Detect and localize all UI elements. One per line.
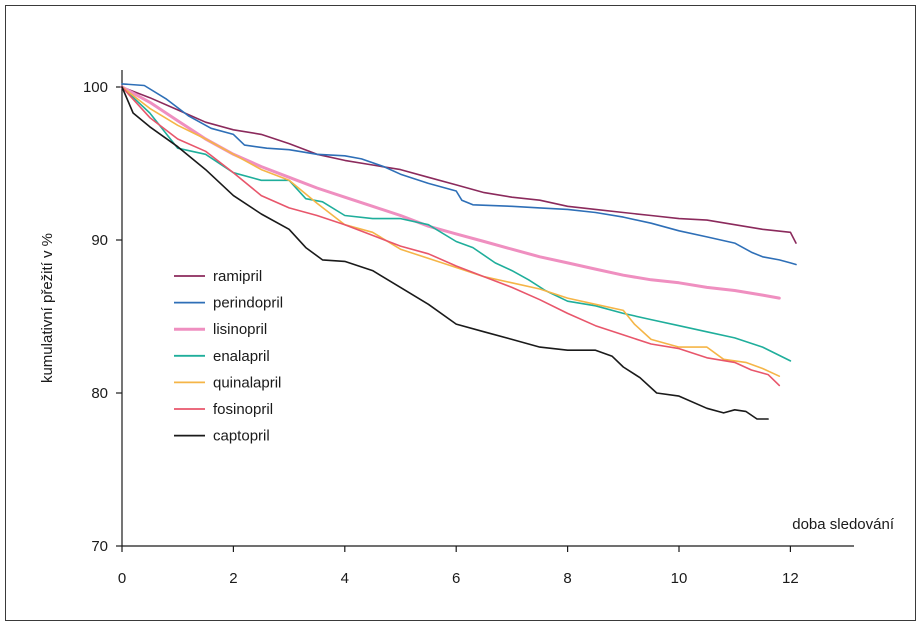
series-line-ramipril xyxy=(121,86,797,244)
legend: ramipril perindopril lisinopril enalapril qu… xyxy=(174,268,283,445)
x-tick-label: 10 xyxy=(671,570,688,587)
legend-label-perindopril: perindopril xyxy=(213,295,283,312)
legend-label-lisinopril: lisinopril xyxy=(213,321,267,338)
x-tick-label: 12 xyxy=(782,570,799,587)
legend-label-enalapril: enalapril xyxy=(213,348,270,365)
x-tick-label: 6 xyxy=(452,570,460,587)
legend-label-captopril: captopril xyxy=(213,428,270,445)
y-tick-label: 70 xyxy=(91,538,108,555)
legend-label-quinalapril: quinalapril xyxy=(213,374,281,391)
x-tick-label: 0 xyxy=(118,570,126,587)
series-line-captopril xyxy=(121,86,769,420)
x-tick-label: 4 xyxy=(341,570,349,587)
legend-label-ramipril: ramipril xyxy=(213,268,262,285)
x-axis-title: doba sledování xyxy=(792,516,895,533)
series-lines xyxy=(120,83,797,420)
y-axis-ticks: 70 80 90 100 xyxy=(83,79,122,555)
y-axis-title: kumulativní přežití v % xyxy=(39,233,56,383)
y-tick-label: 80 xyxy=(91,385,108,402)
x-axis-ticks: 0 2 4 6 8 10 12 xyxy=(118,546,799,587)
x-tick-label: 2 xyxy=(229,570,237,587)
x-tick-label: 8 xyxy=(563,570,571,587)
y-tick-label: 100 xyxy=(83,79,108,96)
legend-label-fosinopril: fosinopril xyxy=(213,401,273,418)
series-line-fosinopril xyxy=(121,86,781,387)
y-tick-label: 90 xyxy=(91,232,108,249)
series-line-perindopril xyxy=(121,83,797,266)
series-line-enalapril xyxy=(121,86,792,362)
